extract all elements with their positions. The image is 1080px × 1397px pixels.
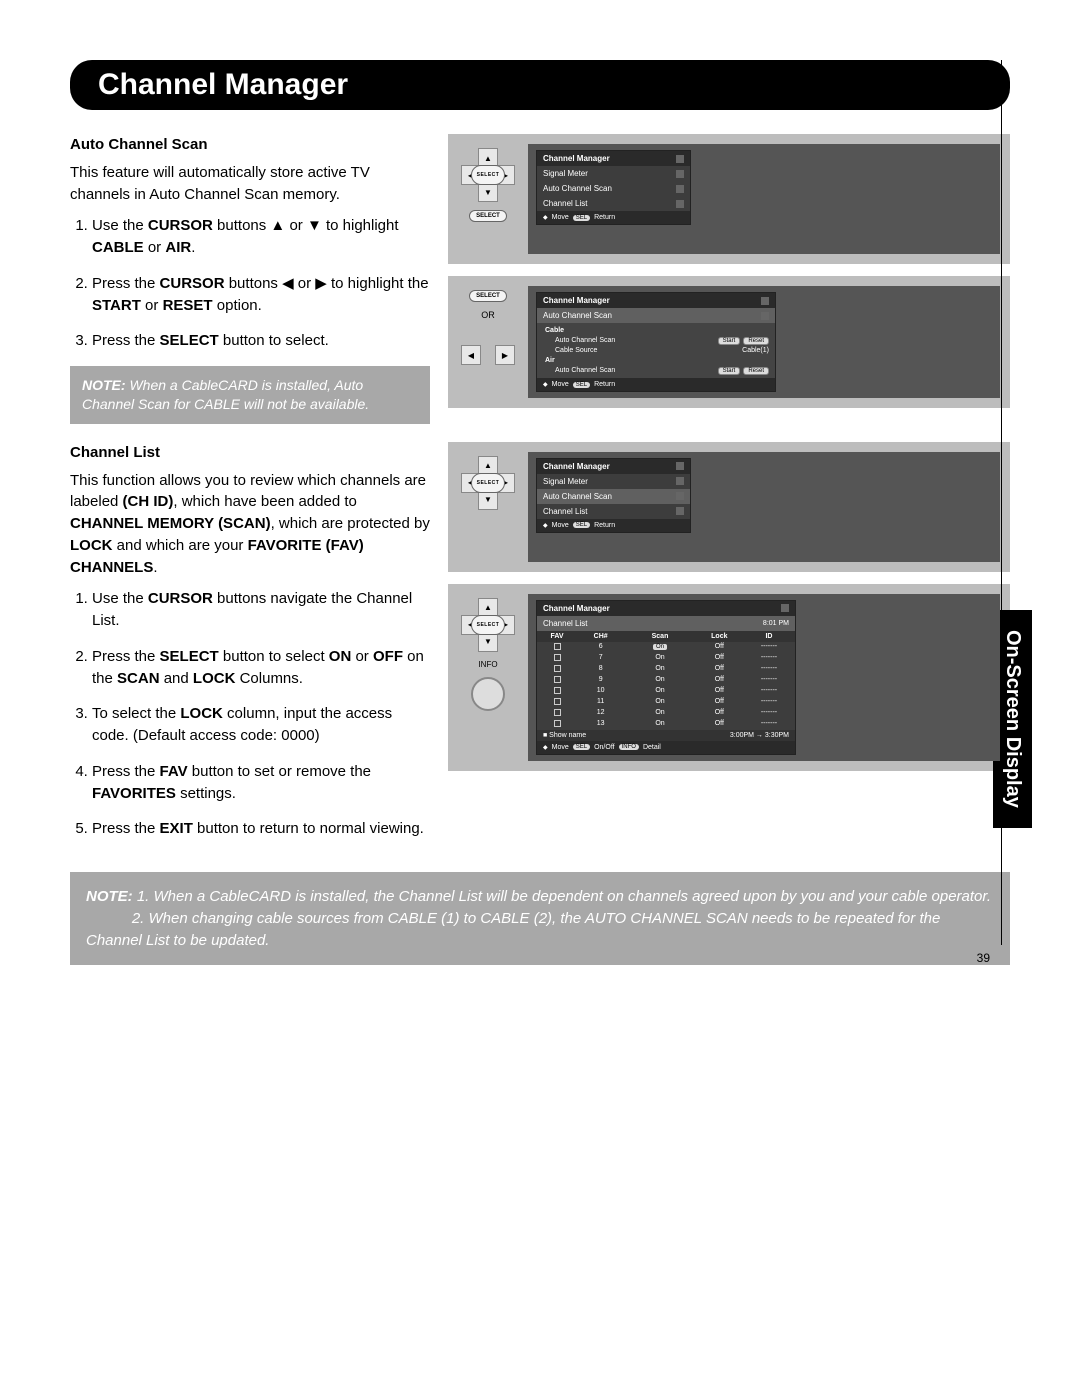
table-row: 11OnOff------- [537,697,795,708]
info-ring-icon [471,677,505,711]
select-pill: SELECT [469,210,507,222]
steps-list: Use the CURSOR buttons navigate the Chan… [70,588,430,840]
osd-screenshot: ▲▼ ◀▶ SELECT INFO Channel Manager Channe… [448,584,1010,771]
note-box-wide: NOTE: 1. When a CableCARD is installed, … [70,872,1010,965]
osd-screenshot: SELECT OR ◀▶ Channel Manager Auto Channe… [448,276,1010,408]
page-number: 39 [977,951,990,965]
step: Use the CURSOR buttons navigate the Chan… [92,588,430,632]
step: Press the FAV button to set or remove th… [92,761,430,805]
intro-text: This function allows you to review which… [70,470,430,579]
table-row: 7OnOff------- [537,653,795,664]
steps-list: Use the CURSOR buttons ▲ or ▼ to highlig… [70,215,430,352]
step: To select the LOCK column, input the acc… [92,703,430,747]
step: Press the SELECT button to select. [92,330,430,352]
step: Press the SELECT button to select ON or … [92,646,430,690]
table-row: 13OnOff------- [537,719,795,730]
info-label: INFO [478,660,497,669]
table-row: 9OnOff------- [537,675,795,686]
dpad-icon: ▲▼ ◀▶ SELECT [461,456,515,510]
osd-screenshot: ▲▼ ◀▶ SELECT Channel Manager Signal Mete… [448,442,1010,572]
dpad-icon: ▲▼ ◀▶ SELECT [461,598,515,652]
note-box: NOTE: When a CableCARD is installed, Aut… [70,366,430,424]
dpad-icon: ▲▼ ◀▶ SELECT [461,148,515,202]
table-row: 8OnOff------- [537,664,795,675]
step: Press the CURSOR buttons ◀ or ▶ to highl… [92,273,430,317]
section-heading: Auto Channel Scan [70,134,430,156]
dpad-icon: ◀▶ [461,328,515,382]
step: Press the EXIT button to return to norma… [92,818,430,840]
table-row: 12OnOff------- [537,708,795,719]
intro-text: This feature will automatically store ac… [70,162,430,206]
section-heading: Channel List [70,442,430,464]
select-pill: SELECT [469,290,507,302]
table-row: 6OnOff------- [537,642,795,653]
step: Use the CURSOR buttons ▲ or ▼ to highlig… [92,215,430,259]
osd-screenshot: ▲▼ ◀▶ SELECT SELECT Channel Manager Sign… [448,134,1010,264]
or-label: OR [481,310,495,320]
page-title: Channel Manager [70,60,1010,110]
table-row: 10OnOff------- [537,686,795,697]
